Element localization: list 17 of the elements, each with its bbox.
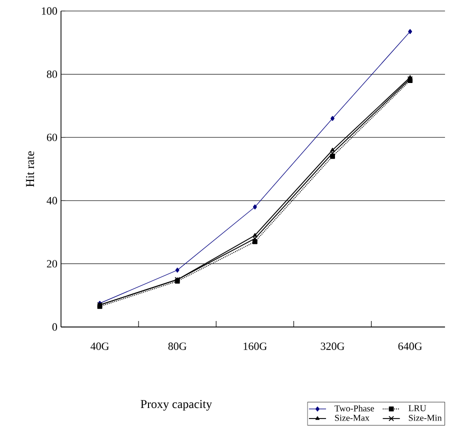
y-tick-label: 40 xyxy=(46,197,58,205)
legend-label: Two-Phase xyxy=(334,405,374,412)
legend-label: LRU xyxy=(408,406,426,412)
y-tick-label: 60 xyxy=(46,134,58,142)
y-tick-label: 100 xyxy=(42,8,58,15)
x-tick-label: 40G xyxy=(90,342,109,350)
y-axis-title: Hit rate xyxy=(26,152,34,188)
y-tick-label: 80 xyxy=(46,70,58,78)
x-tick-label: 320G xyxy=(320,342,344,350)
legend-label: Size-Max xyxy=(335,415,370,422)
y-tick-label: 20 xyxy=(46,260,58,268)
x-axis-title: Proxy capacity xyxy=(140,400,212,411)
y-tick-label: 0 xyxy=(52,324,58,331)
x-tick-label: 80G xyxy=(168,342,186,350)
x-tick-label: 160G xyxy=(244,342,267,350)
x-tick-label: 640G xyxy=(398,342,422,350)
legend-label: Size-Min xyxy=(408,415,442,422)
